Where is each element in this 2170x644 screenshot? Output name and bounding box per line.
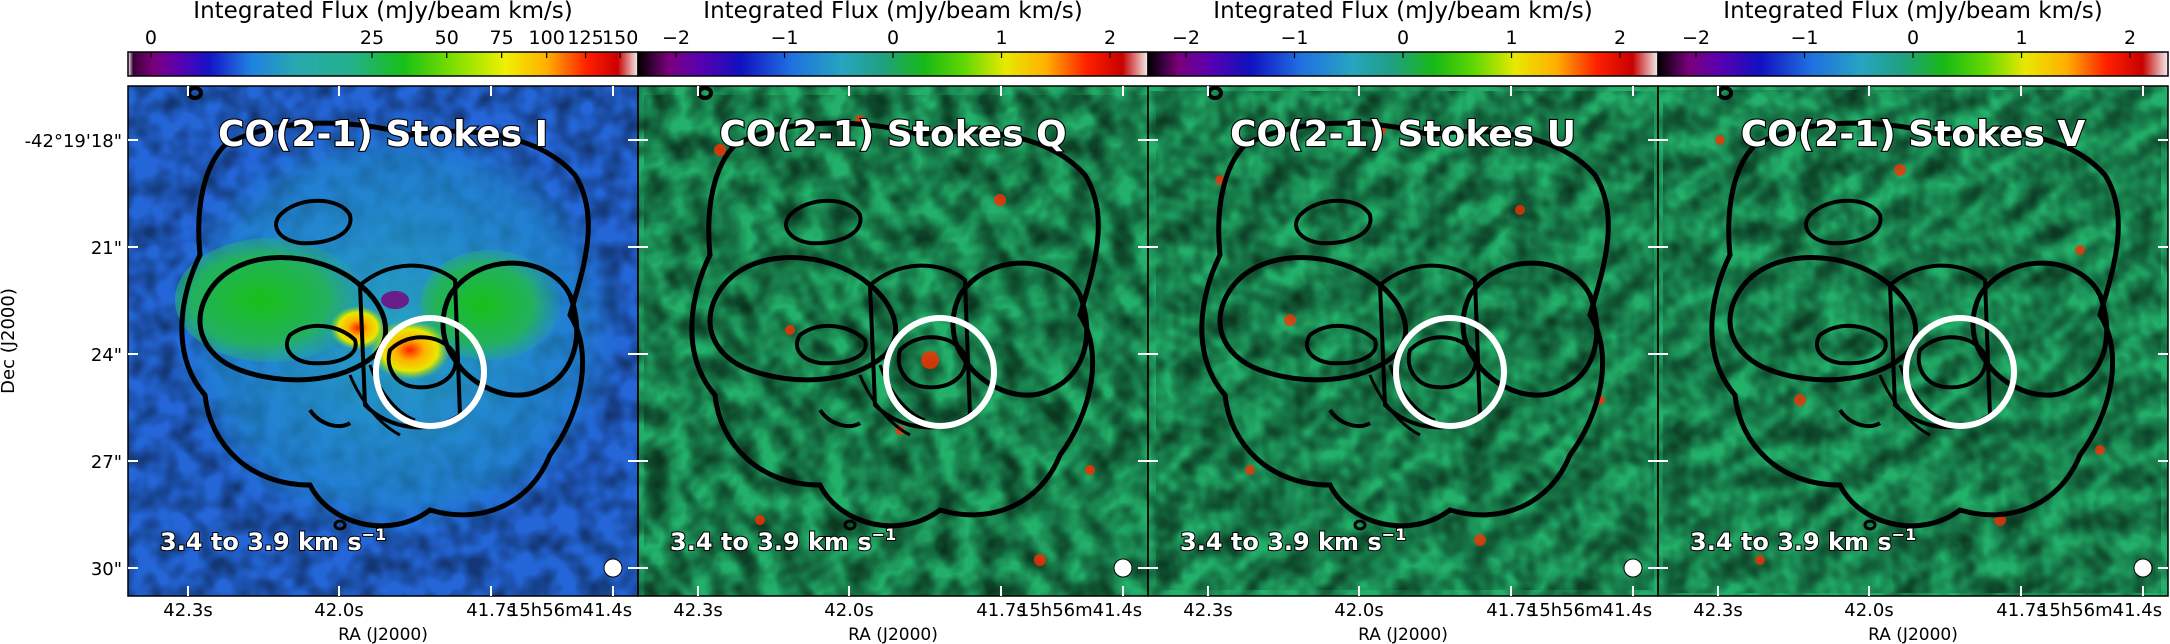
colorbar-tick-label: 0 — [145, 27, 157, 49]
x-tick-label: 42.0s — [314, 600, 363, 621]
panel-title: CO(2-1) Stokes I — [218, 114, 548, 155]
x-tick-label: 15h56m41.4s — [508, 600, 632, 621]
emission-lobe-left — [175, 238, 365, 362]
noise-hotspots — [714, 115, 1095, 566]
colorbar-tick-label: −1 — [770, 27, 798, 49]
colorbar-tick-label: 1 — [995, 27, 1007, 49]
colorbar-label: Integrated Flux (mJy/beam km/s) — [703, 0, 1082, 24]
beam-ellipse — [1113, 558, 1133, 578]
colorbar-stokes-i: Integrated Flux (mJy/beam km/s) — [127, 0, 639, 77]
colorbar-tick-label: −1 — [1790, 27, 1818, 49]
colorbar-tick-label: 0 — [887, 27, 899, 49]
colorbar-tick-label: 150 — [602, 27, 638, 49]
x-axis-label: RA (J2000) — [338, 625, 428, 644]
x-tick-label: 42.3s — [673, 600, 722, 621]
x-tick-label: 42.3s — [1693, 600, 1742, 621]
y-tick-label: -42°19'18" — [25, 131, 122, 152]
noise-hotspots — [1715, 135, 2105, 565]
aperture-circle — [373, 315, 487, 429]
x-axis-label: RA (J2000) — [1868, 625, 1958, 644]
colorbar-stokes-u: Integrated Flux (mJy/beam km/s) — [1147, 0, 1659, 77]
panel-title: CO(2-1) Stokes Q — [719, 114, 1066, 155]
colorbar-tick-label: 100 — [529, 27, 565, 49]
beam-ellipse — [603, 558, 623, 578]
y-tick-label: 30" — [91, 559, 122, 580]
y-tick-label: 27" — [91, 452, 122, 473]
x-tick-label: 15h56m41.4s — [2038, 600, 2162, 621]
x-tick-label: 42.0s — [1334, 600, 1383, 621]
panel-stokes-i — [128, 86, 638, 596]
y-axis-label: Dec (J2000) — [0, 288, 19, 394]
velocity-label: 3.4 to 3.9 km s−1 — [670, 525, 896, 556]
x-tick-label: 41.7s — [976, 600, 1025, 621]
panel-title: CO(2-1) Stokes V — [1741, 114, 2086, 155]
x-tick-label: 15h56m41.4s — [1528, 600, 1652, 621]
noise-hotspots — [1215, 124, 1605, 546]
x-axis-label: RA (J2000) — [848, 625, 938, 644]
colorbar-tick-label: −1 — [1280, 27, 1308, 49]
colorbar-tick-label: 125 — [567, 27, 603, 49]
x-axis-label: RA (J2000) — [1358, 625, 1448, 644]
colorbar-tick-label: 2 — [1614, 27, 1626, 49]
x-tick-label: 42.3s — [1183, 600, 1232, 621]
aperture-circle — [883, 315, 997, 429]
x-tick-label: 41.7s — [466, 600, 515, 621]
colorbar-tick-label: 2 — [2124, 27, 2136, 49]
colorbar-tick-label: −2 — [1682, 27, 1710, 49]
y-tick-label: 21" — [91, 238, 122, 259]
beam-ellipse — [1623, 558, 1643, 578]
colorbar-tick-label: 0 — [1397, 27, 1409, 49]
colorbar-tick-label: 1 — [2015, 27, 2027, 49]
beam-ellipse — [2133, 558, 2153, 578]
aperture-circle — [1393, 315, 1507, 429]
x-tick-label: 15h56m41.4s — [1018, 600, 1142, 621]
x-tick-label: 41.7s — [1996, 600, 2045, 621]
x-tick-label: 42.3s — [163, 600, 212, 621]
colorbar-tick-label: −2 — [662, 27, 690, 49]
colorbar-tick-label: 25 — [360, 27, 384, 49]
x-tick-label: 42.0s — [824, 600, 873, 621]
x-tick-label: 42.0s — [1844, 600, 1893, 621]
y-tick-label: 24" — [91, 345, 122, 366]
x-tick-label: 41.7s — [1486, 600, 1535, 621]
colorbar-tick-label: −2 — [1172, 27, 1200, 49]
colorbar-tick-label: 0 — [1907, 27, 1919, 49]
aperture-circle — [1903, 315, 2017, 429]
panel-stokes-u — [1148, 86, 1658, 596]
colorbar-tick-label: 1 — [1505, 27, 1517, 49]
panel-title: CO(2-1) Stokes U — [1230, 114, 1576, 155]
colorbar-label: Integrated Flux (mJy/beam km/s) — [1723, 0, 2102, 24]
velocity-label: 3.4 to 3.9 km s−1 — [1180, 525, 1406, 556]
emission-peak — [330, 306, 386, 350]
panel-stokes-q — [638, 86, 1148, 596]
velocity-label: 3.4 to 3.9 km s−1 — [1690, 525, 1916, 556]
colorbar-tick-label: 2 — [1104, 27, 1116, 49]
panel-stokes-v — [1658, 86, 2168, 596]
colorbar-tick-label: 50 — [435, 27, 459, 49]
velocity-label: 3.4 to 3.9 km s−1 — [160, 525, 386, 556]
absorption-dip — [381, 291, 409, 309]
colorbar-label: Integrated Flux (mJy/beam km/s) — [1213, 0, 1592, 24]
colorbar-tick-label: 75 — [490, 27, 514, 49]
colorbar-label: Integrated Flux (mJy/beam km/s) — [193, 0, 572, 24]
